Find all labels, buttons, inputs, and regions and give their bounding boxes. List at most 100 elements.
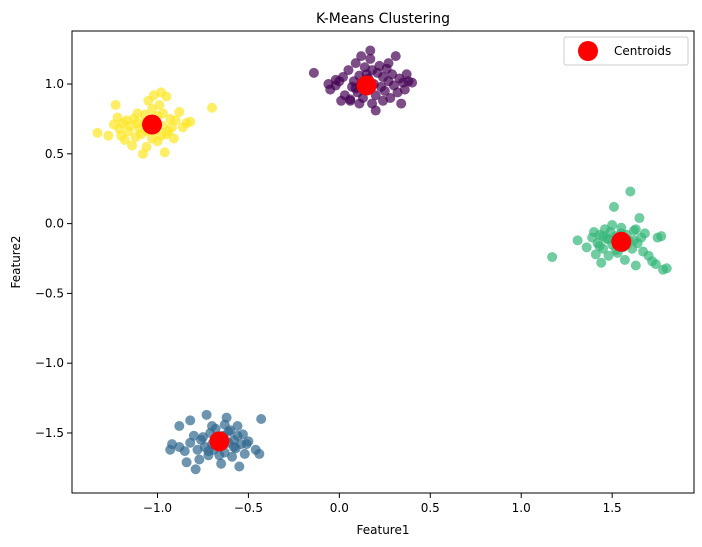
cluster-1-point	[219, 419, 230, 430]
x-tick-label: 0.5	[421, 501, 440, 515]
cluster-2-point	[630, 260, 641, 271]
y-tick-label: −0.5	[35, 286, 64, 300]
centroid-marker	[611, 231, 632, 252]
cluster-0-point	[379, 86, 390, 97]
cluster-2-point	[590, 249, 601, 260]
chart-title: K-Means Clustering	[316, 11, 450, 27]
cluster-1-point	[203, 446, 214, 457]
x-axis-label: Feature1	[357, 523, 410, 537]
legend-centroids-marker	[578, 41, 598, 61]
cluster-1-point	[228, 441, 239, 452]
cluster-0-point	[365, 45, 376, 56]
cluster-0-point	[399, 84, 410, 95]
cluster-3-point	[152, 136, 163, 147]
cluster-3-point	[168, 133, 179, 144]
x-tick-label: 0.0	[330, 501, 349, 515]
cluster-2-point	[607, 220, 618, 231]
cluster-0-point	[308, 67, 319, 78]
cluster-3-point	[159, 147, 170, 158]
cluster-1-point	[190, 464, 201, 475]
cluster-1-point	[174, 441, 185, 452]
cluster-1-point	[192, 444, 203, 455]
cluster-2-point	[547, 252, 558, 263]
centroid-marker	[356, 75, 377, 96]
cluster-1-point	[232, 421, 243, 431]
cluster-3-point	[170, 115, 181, 126]
cluster-0-point	[343, 65, 354, 76]
x-tick-label: −1.0	[143, 501, 172, 515]
cluster-0-point	[396, 98, 407, 109]
y-axis-label: Feature2	[9, 236, 23, 289]
scatter-points-layer	[92, 45, 672, 475]
y-tick-label: 1.0	[45, 77, 64, 91]
cluster-1-point	[239, 448, 250, 459]
plot-frame	[71, 30, 695, 494]
cluster-0-point	[378, 95, 388, 106]
cluster-3-point	[141, 141, 152, 152]
cluster-3-point	[154, 99, 165, 110]
legend: Centroids	[563, 36, 689, 66]
cluster-2-point	[581, 242, 592, 253]
cluster-0-point	[345, 94, 356, 105]
legend-centroids-label: Centroids	[614, 44, 671, 58]
cluster-1-point	[241, 439, 252, 450]
cluster-2-point	[639, 228, 650, 239]
cluster-0-point	[356, 51, 367, 62]
x-tick-label: 1.0	[512, 501, 531, 515]
cluster-0-point	[407, 77, 418, 88]
cluster-1-point	[232, 430, 243, 441]
cluster-3-point	[185, 116, 196, 127]
y-tick-label: −1.5	[35, 426, 64, 440]
cluster-2-point	[630, 224, 641, 235]
cluster-3-point	[207, 102, 218, 113]
cluster-3-point	[110, 99, 121, 110]
cluster-0-point	[370, 105, 381, 116]
cluster-2-point	[594, 240, 605, 251]
y-tick-label: 0.5	[45, 147, 64, 161]
cluster-0-point	[387, 69, 398, 80]
cluster-2-point	[625, 186, 636, 197]
centroid-marker	[142, 114, 163, 135]
cluster-3-point	[92, 127, 103, 138]
cluster-3-point	[161, 129, 172, 140]
cluster-0-point	[330, 74, 341, 85]
cluster-2-point	[661, 263, 672, 274]
cluster-3-point	[156, 87, 167, 98]
cluster-1-point	[227, 451, 238, 462]
y-tick-label: −1.0	[35, 356, 64, 370]
cluster-2-point	[634, 213, 645, 224]
cluster-0-point	[350, 58, 361, 69]
cluster-0-point	[365, 53, 376, 64]
centroids-layer	[142, 75, 632, 452]
cluster-2-point	[608, 201, 619, 212]
cluster-0-point	[383, 58, 394, 69]
cluster-3-point	[116, 130, 127, 141]
cluster-1-point	[216, 458, 227, 469]
x-tick-label: −0.5	[234, 501, 263, 515]
cluster-1-point	[207, 421, 218, 431]
cluster-2-point	[596, 257, 607, 268]
y-tick-label: 0.0	[45, 217, 64, 231]
cluster-3-point	[132, 118, 143, 129]
cluster-1-point	[185, 415, 196, 426]
y-axis-ticks: −1.5 −1.0 −0.5 0.0 0.5 1.0	[35, 77, 72, 440]
cluster-3-point	[103, 130, 114, 141]
cluster-3-point	[121, 115, 132, 126]
cluster-2-point	[598, 231, 609, 242]
cluster-2-point	[572, 235, 583, 246]
cluster-0-point	[336, 95, 347, 106]
x-tick-label: 1.5	[603, 501, 622, 515]
cluster-1-point	[185, 437, 196, 448]
cluster-1-point	[181, 457, 192, 468]
x-axis-ticks: −1.0 −0.5 0.0 0.5 1.0 1.5	[143, 493, 622, 515]
cluster-2-point	[628, 235, 639, 246]
centroid-marker	[209, 431, 230, 452]
cluster-1-point	[197, 432, 208, 443]
cluster-2-point	[603, 250, 614, 261]
cluster-0-point	[354, 98, 365, 109]
cluster-2-point	[650, 259, 661, 270]
cluster-3-point	[157, 108, 168, 119]
cluster-2-point	[656, 231, 667, 242]
cluster-3-point	[174, 106, 185, 117]
